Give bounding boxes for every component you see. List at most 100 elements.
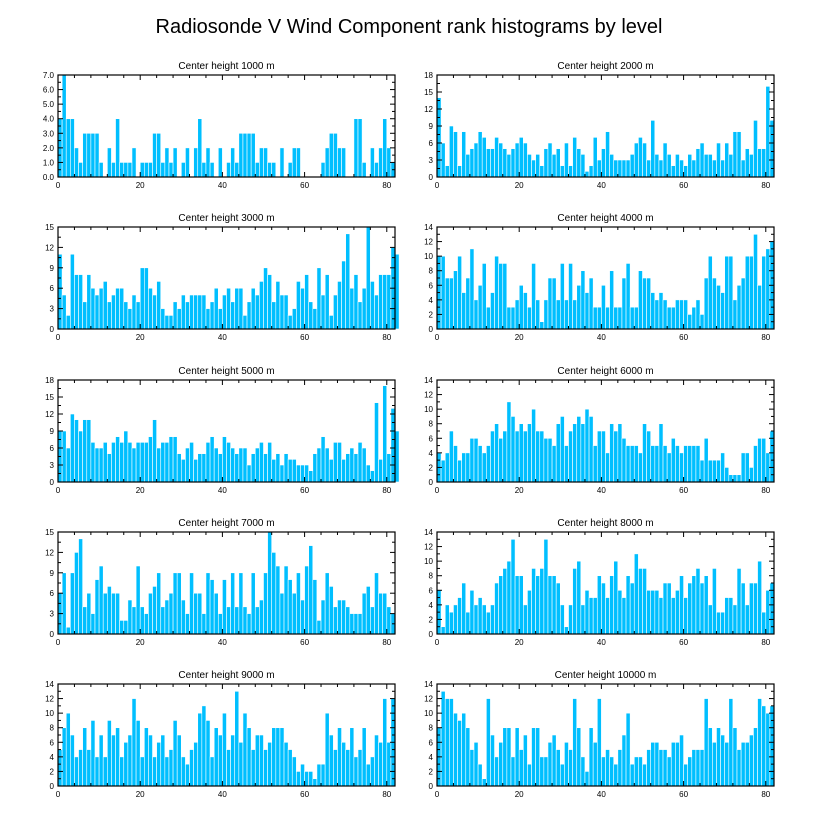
- bar: [625, 263, 631, 330]
- bar: [127, 442, 133, 483]
- bar: [527, 423, 532, 483]
- bar: [654, 445, 660, 483]
- y-tick-label: 10: [424, 557, 433, 566]
- bar: [457, 165, 462, 178]
- bar: [349, 613, 355, 635]
- bar: [605, 306, 610, 330]
- bar: [90, 720, 96, 787]
- bar: [564, 626, 569, 635]
- bar: [740, 741, 746, 787]
- bar: [378, 592, 383, 635]
- bar: [613, 430, 619, 483]
- bar: [168, 749, 174, 787]
- bar: [753, 445, 758, 483]
- bar: [744, 452, 750, 483]
- bar: [559, 604, 565, 635]
- bar: [164, 442, 170, 483]
- bar: [341, 741, 346, 787]
- bar: [473, 741, 479, 787]
- bar: [486, 148, 491, 178]
- bar: [304, 274, 309, 330]
- bar: [152, 419, 157, 483]
- bar: [662, 142, 668, 178]
- bar: [617, 589, 623, 635]
- y-tick-label: 4: [429, 601, 434, 610]
- bar: [596, 698, 602, 787]
- bar: [675, 299, 680, 330]
- bar: [193, 459, 199, 483]
- bar: [242, 132, 248, 178]
- bar: [345, 749, 351, 787]
- y-tick-label: 3: [50, 305, 55, 314]
- x-tick-label: 60: [679, 790, 688, 799]
- bar: [588, 165, 594, 178]
- bar: [78, 430, 83, 483]
- y-tick-label: 8: [50, 724, 55, 733]
- bar: [436, 97, 442, 178]
- y-tick-label: 8: [429, 724, 434, 733]
- bar: [312, 579, 318, 635]
- panel-title: Center height 6000 m: [557, 366, 653, 377]
- bar: [111, 592, 116, 635]
- bar: [494, 582, 499, 635]
- bar: [107, 147, 112, 178]
- bar: [638, 452, 643, 483]
- bar: [584, 171, 590, 178]
- bar: [761, 255, 767, 330]
- bar: [518, 137, 524, 178]
- bar: [353, 274, 359, 330]
- bar: [345, 233, 351, 330]
- bar: [254, 734, 260, 787]
- bar: [531, 568, 536, 635]
- bar: [246, 132, 252, 178]
- bar: [193, 147, 199, 178]
- bar: [658, 749, 664, 787]
- bar: [481, 452, 487, 483]
- x-tick-label: 80: [382, 790, 391, 799]
- bar: [621, 597, 627, 635]
- y-tick-label: 14: [45, 680, 54, 689]
- bar: [753, 233, 758, 330]
- panel-5: Center height 5000 m 0 20 40 60 80 0 3 6 9 12 15 18: [45, 366, 400, 495]
- bar: [205, 720, 211, 787]
- bar: [127, 308, 133, 330]
- x-tick-label: 0: [56, 638, 61, 647]
- bar: [115, 727, 120, 787]
- bar: [370, 606, 375, 635]
- bar: [572, 698, 578, 787]
- bar: [761, 705, 767, 787]
- bar: [568, 604, 573, 635]
- bar: [559, 165, 565, 178]
- bar: [490, 148, 495, 178]
- bar: [720, 452, 725, 483]
- bar: [263, 453, 268, 483]
- bar: [250, 287, 256, 330]
- y-tick-label: 6: [50, 284, 55, 293]
- bar: [217, 613, 223, 635]
- bar: [250, 572, 256, 635]
- bar: [238, 287, 244, 330]
- bar: [753, 727, 758, 787]
- bar: [559, 416, 565, 483]
- bar: [609, 423, 615, 483]
- bar: [477, 763, 483, 787]
- x-tick-label: 60: [679, 486, 688, 495]
- x-tick-label: 40: [597, 333, 606, 342]
- bar: [382, 592, 388, 635]
- bar: [370, 147, 375, 178]
- bar: [732, 131, 738, 178]
- bar: [506, 401, 512, 483]
- bar: [271, 552, 277, 635]
- bar: [498, 741, 504, 787]
- bar: [444, 604, 450, 635]
- bar: [57, 253, 63, 330]
- bar: [304, 565, 309, 635]
- bar: [263, 749, 268, 787]
- x-tick-label: 0: [56, 486, 61, 495]
- bar: [107, 586, 112, 635]
- bar: [596, 430, 602, 483]
- bar: [592, 741, 598, 787]
- bar: [679, 159, 684, 178]
- bar: [70, 118, 75, 178]
- bar: [328, 132, 334, 178]
